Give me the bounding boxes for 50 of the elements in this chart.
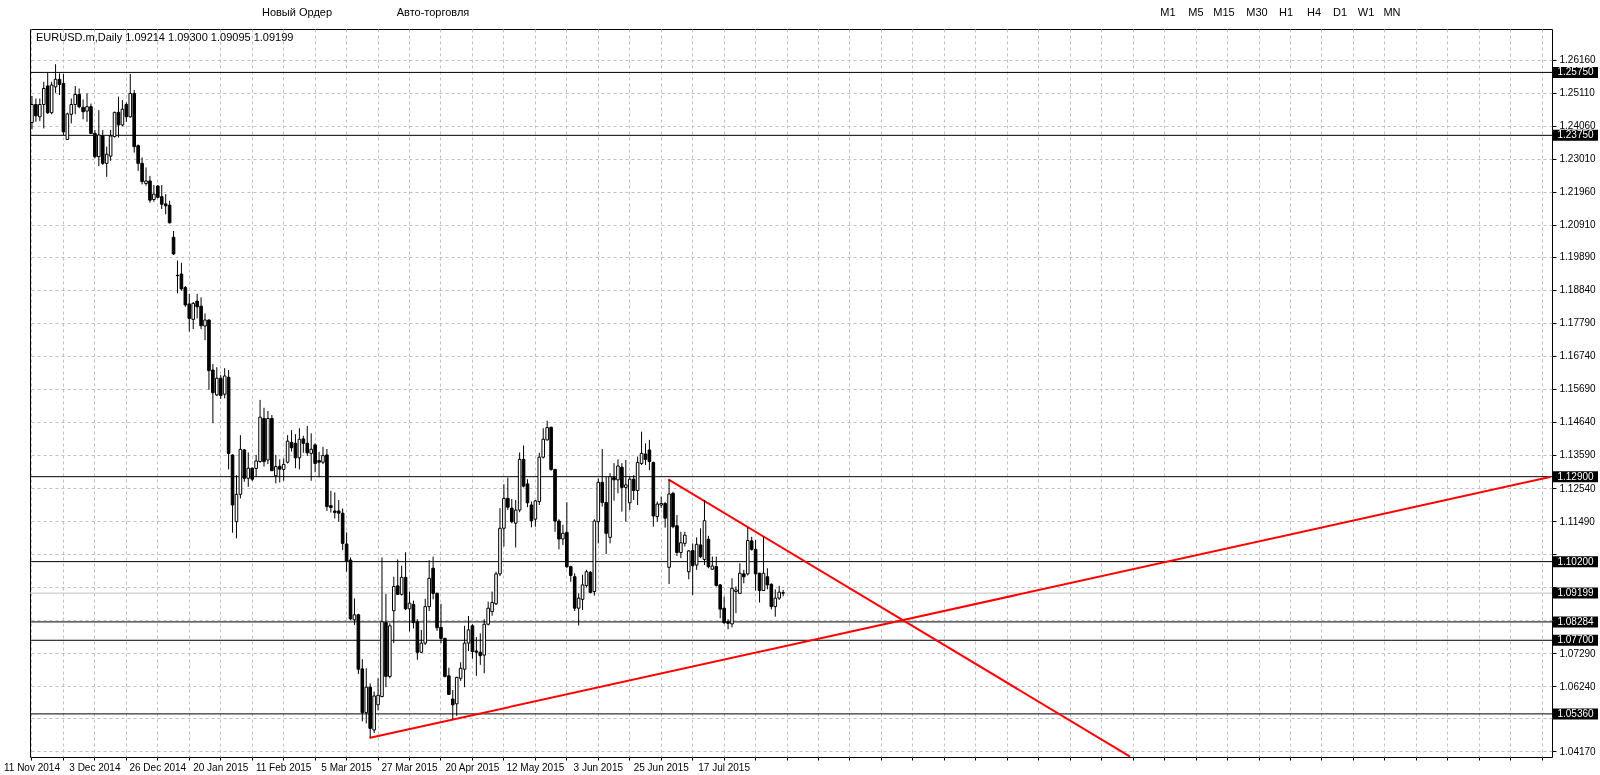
text: Авто-торговля	[396, 6, 470, 18]
y-tick-label: 1.18840	[1559, 284, 1597, 296]
y-tick-label: 1.26160	[1559, 54, 1597, 66]
y-tick-label: 1.19890	[1559, 251, 1597, 263]
y-tick-label: 1.06240	[1559, 680, 1597, 692]
text: W1	[1357, 6, 1375, 18]
x-tick-label: 20 Jan 2015	[193, 761, 249, 773]
ref-line-label: 1.12900	[1557, 470, 1595, 482]
x-tick-label: 12 May 2015	[506, 761, 565, 773]
y-tick-label: 1.21960	[1559, 186, 1597, 198]
x-tick-label: 11 Feb 2015	[255, 761, 312, 773]
y-tick-label: 1.17790	[1559, 317, 1597, 329]
text: MN	[1383, 6, 1401, 18]
chart-title: EURUSD.m,Daily 1.09214 1.09300 1.09095 1.09199	[36, 31, 294, 43]
ref-line-label: 1.23750	[1557, 129, 1595, 141]
text: M1	[1160, 6, 1176, 18]
y-tick-label: 1.11490	[1559, 515, 1596, 527]
x-tick-label: 25 Jun 2015	[633, 761, 690, 773]
text: M5	[1188, 6, 1204, 18]
y-tick-label: 1.23010	[1559, 153, 1597, 165]
y-tick-label: 1.04170	[1559, 745, 1597, 757]
x-tick-label: 20 Apr 2015	[445, 761, 500, 773]
text: H1	[1278, 6, 1294, 18]
ref-line-label: 1.05360	[1557, 707, 1595, 719]
text: H4	[1306, 6, 1322, 18]
ref-line-label: 1.07700	[1557, 634, 1595, 646]
x-tick-label: 3 Dec 2014	[69, 761, 121, 773]
text: Новый Ордер	[261, 6, 333, 18]
y-tick-label: 1.07290	[1559, 647, 1597, 659]
ref-line-label: 1.09199	[1557, 587, 1595, 599]
text: D1	[1332, 6, 1348, 18]
x-tick-label: 27 Mar 2015	[381, 761, 439, 773]
y-tick-label: 1.20910	[1559, 219, 1597, 231]
y-tick-label: 1.15690	[1559, 383, 1597, 395]
ref-line-label: 1.08284	[1557, 615, 1595, 627]
y-tick-label: 1.24060	[1559, 120, 1597, 132]
y-tick-label: 1.14640	[1559, 416, 1597, 428]
y-tick-label: 1.16740	[1559, 350, 1597, 362]
x-tick-label: 11 Nov 2014	[3, 761, 61, 773]
x-tick-label: 5 Mar 2015	[321, 761, 373, 773]
y-tick-label: 1.13590	[1559, 449, 1597, 461]
x-tick-label: 17 Jul 2015	[698, 761, 751, 773]
text: M30	[1246, 6, 1268, 18]
x-tick-label: 26 Dec 2014	[129, 761, 187, 773]
x-tick-label: 3 Jun 2015	[573, 761, 624, 773]
ref-line-label: 1.25750	[1557, 66, 1595, 78]
y-tick-label: 1.25110	[1559, 87, 1596, 99]
y-tick-label: 1.12540	[1559, 482, 1597, 494]
text: M15	[1213, 6, 1235, 18]
ref-line-label: 1.10200	[1557, 555, 1595, 567]
